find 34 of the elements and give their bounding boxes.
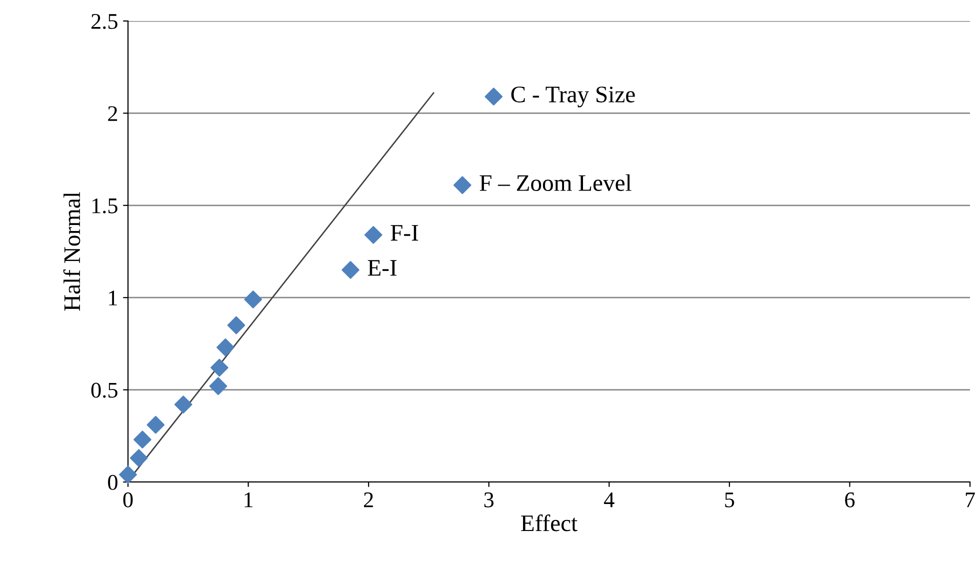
x-tick-label: 2	[364, 492, 373, 508]
x-axis-title: Effect	[521, 514, 578, 532]
point	[364, 226, 382, 244]
y-tick-label: 0	[108, 474, 118, 490]
x-tick-label: 6	[845, 492, 855, 508]
point	[209, 377, 228, 396]
point	[216, 338, 234, 356]
y-tick-label: 2	[108, 106, 118, 121]
y-tick-label: 1.5	[92, 198, 118, 214]
x-tick-label: 7	[966, 492, 975, 508]
point	[210, 358, 228, 377]
point	[134, 430, 152, 448]
y-tick-label: 0.5	[91, 382, 118, 398]
point	[130, 449, 148, 467]
annotation: F-I	[390, 225, 418, 241]
x-tick-label: 3	[484, 492, 494, 508]
point	[453, 176, 472, 194]
point	[342, 261, 360, 279]
point	[146, 416, 165, 434]
y-tick-label: 2.5	[91, 14, 118, 30]
x-tick-label: 1	[244, 492, 253, 508]
y-axis-title: Half Normal	[63, 192, 80, 311]
point	[484, 88, 503, 106]
x-tick-label: 5	[725, 492, 734, 508]
point	[174, 396, 192, 414]
point	[227, 316, 246, 334]
annotation: F – Zoom Level	[480, 174, 632, 192]
point	[119, 466, 137, 484]
y-tick-label: 1	[109, 290, 117, 306]
point	[244, 290, 262, 308]
annotation: E-I	[368, 260, 397, 276]
annotation: C - Tray Size	[511, 86, 635, 108]
x-tick-label: 0	[123, 492, 133, 508]
x-tick-label: 4	[604, 492, 614, 508]
